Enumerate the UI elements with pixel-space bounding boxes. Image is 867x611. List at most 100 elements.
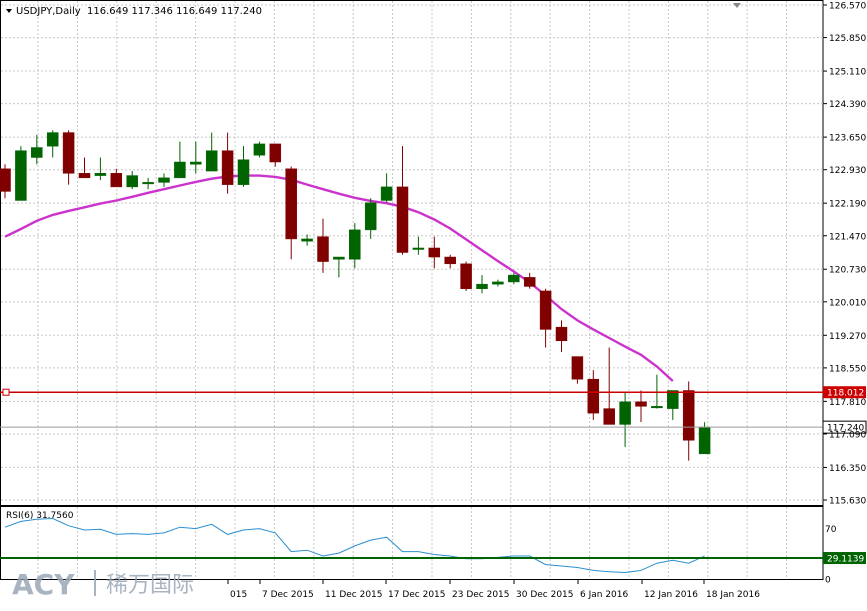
price-panel-frame xyxy=(0,0,824,506)
candle-body xyxy=(492,281,504,285)
candle xyxy=(380,173,393,203)
candle-body xyxy=(587,378,600,414)
candle-body xyxy=(460,263,472,289)
rsi-level-label: 29.1139 xyxy=(827,555,864,565)
watermark-divider xyxy=(94,570,96,596)
rsi-panel-frame xyxy=(0,506,824,580)
ohlc-label: 116.649 117.346 116.649 117.240 xyxy=(87,6,262,17)
shift-marker-icon[interactable] xyxy=(733,3,741,8)
candle xyxy=(62,130,75,185)
candle xyxy=(285,166,297,260)
candle xyxy=(492,279,504,287)
time-tick-label: 17 Dec 2015 xyxy=(388,590,446,600)
price-tick-label: 120.010 xyxy=(829,298,866,308)
time-tick-label: 7 Dec 2015 xyxy=(262,590,314,600)
candle-body xyxy=(380,186,393,201)
horizontal-line-label: 118.012 xyxy=(827,389,864,399)
candle xyxy=(253,141,266,158)
candle-body xyxy=(428,247,441,258)
candle-body xyxy=(126,175,138,188)
candle-body xyxy=(174,161,186,179)
candle-body xyxy=(46,132,59,147)
price-tick-label: 122.190 xyxy=(829,200,866,210)
candle xyxy=(444,254,456,269)
candle-body xyxy=(651,406,663,409)
candle-body xyxy=(190,161,202,165)
current-price-label: 117.240 xyxy=(827,424,864,434)
time-tick-label: 30 Dec 2015 xyxy=(516,590,574,600)
candle-body xyxy=(603,408,615,425)
price-tick-label: 123.650 xyxy=(829,134,866,144)
candle xyxy=(396,146,409,255)
candle-body xyxy=(476,283,488,289)
rsi-line xyxy=(4,517,705,574)
candle xyxy=(221,132,234,194)
candle xyxy=(539,288,552,348)
candle xyxy=(619,392,631,448)
rsi-tick-label: 70 xyxy=(825,525,837,535)
candle-body xyxy=(396,186,409,253)
time-axis: 015 7 Dec 2015 11 Dec 2015 17 Dec 2015 23 De… xyxy=(227,580,760,600)
candle-body xyxy=(301,238,313,242)
candle-body xyxy=(269,143,282,163)
candle-body xyxy=(205,150,218,172)
candle-body xyxy=(237,159,250,185)
candle-body xyxy=(94,173,107,176)
price-tick-label: 118.550 xyxy=(829,364,866,374)
candle xyxy=(205,132,218,172)
candle xyxy=(94,157,107,181)
acy-logo: ACY xyxy=(12,568,75,601)
rsi-title: RSI(6) 31.7560 xyxy=(6,511,74,521)
candle-body xyxy=(317,236,329,262)
price-tick-label: 120.730 xyxy=(829,266,866,276)
price-tick-label: 124.390 xyxy=(829,100,866,110)
candle-body xyxy=(221,150,234,185)
candle-body xyxy=(571,356,584,380)
candle xyxy=(635,390,647,423)
candle xyxy=(428,236,441,269)
candle-body xyxy=(0,168,11,192)
candle-body xyxy=(349,229,361,260)
rsi-panel: 7030029.1139 xyxy=(0,517,866,586)
candle xyxy=(460,261,472,291)
price-tick-label: 121.470 xyxy=(829,232,866,242)
candle-body xyxy=(142,182,154,185)
candle xyxy=(476,275,488,294)
candle-body xyxy=(508,274,520,283)
candle xyxy=(0,164,11,199)
price-tick-label: 119.270 xyxy=(829,332,866,342)
candle xyxy=(349,223,361,269)
candle xyxy=(110,168,123,188)
horizontal-line-tag xyxy=(823,386,866,399)
watermark-text: 稀万国际 xyxy=(106,573,194,598)
price-axis: 126.570 125.850 125.110 124.390 123.650 122.9… xyxy=(823,2,866,507)
candle xyxy=(301,234,313,246)
time-tick-label: 11 Dec 2015 xyxy=(325,590,383,600)
horizontal-lines-layer: 118.012 117.240 xyxy=(0,386,867,434)
time-tick-label: 23 Dec 2015 xyxy=(452,590,510,600)
time-tick-label: 6 Jan 2016 xyxy=(580,590,628,600)
price-tick-label: 125.110 xyxy=(829,68,866,78)
candle-body xyxy=(364,202,377,231)
candle-body xyxy=(682,390,695,441)
candle xyxy=(603,347,615,425)
candle xyxy=(237,146,250,187)
candle xyxy=(31,134,43,165)
candle xyxy=(142,177,154,190)
candle xyxy=(78,157,91,179)
candle-body xyxy=(444,256,456,265)
acy-watermark: ACY 稀万国际 xyxy=(12,568,194,601)
candle xyxy=(412,236,425,255)
candle-body xyxy=(158,177,170,183)
price-tick-label: 116.350 xyxy=(829,464,866,474)
candle-body xyxy=(31,147,43,158)
candle xyxy=(364,198,377,239)
candle-body xyxy=(412,247,425,250)
candle xyxy=(333,256,345,278)
candle xyxy=(269,143,282,167)
menu-triangle-icon[interactable] xyxy=(6,9,12,13)
candle-body xyxy=(62,132,75,174)
candle xyxy=(15,146,27,201)
